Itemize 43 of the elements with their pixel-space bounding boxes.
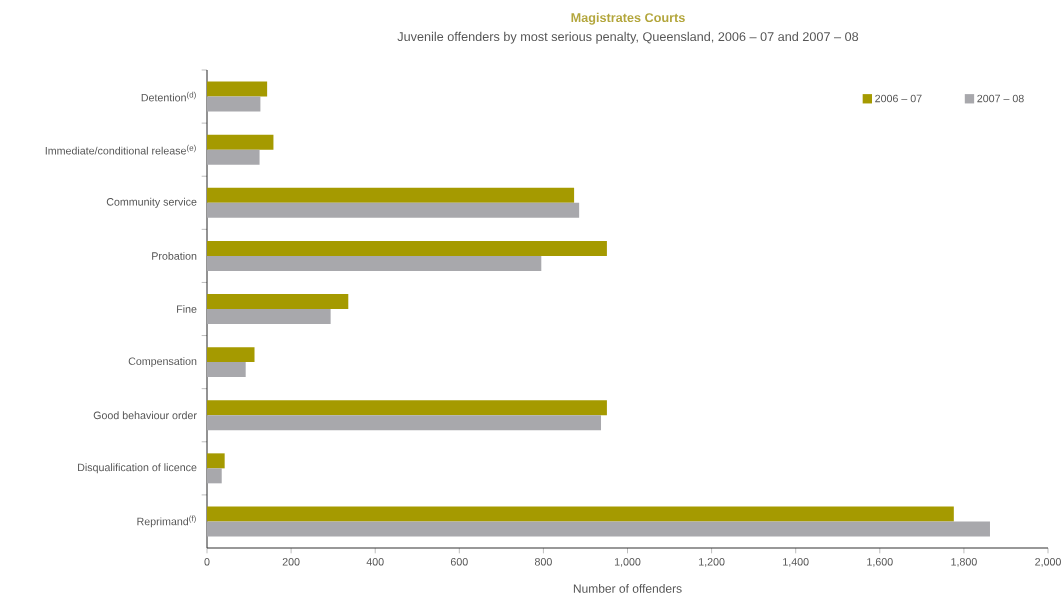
chart-subtitle: Juvenile offenders by most serious penalty, Queensland, 2006 – 07 and 2007 – 08 (397, 31, 859, 44)
bar (207, 309, 331, 324)
bar (207, 134, 274, 150)
y-tick-label: Good behaviour order (93, 411, 197, 420)
bar (207, 149, 260, 165)
x-tick-label: 1,600 (867, 558, 893, 567)
y-tick-label: Detention$^{(d)}$ (141, 91, 196, 102)
bar (207, 294, 349, 310)
bar (207, 400, 607, 416)
x-tick-label: 400 (366, 558, 384, 566)
y-tick-label: Disqualification of licence (78, 463, 197, 474)
bar (207, 81, 268, 97)
y-tick-label: Immediate/conditional release$^{(e)}$ (45, 144, 196, 155)
y-tick-label: Community service (106, 197, 197, 208)
bar (207, 453, 225, 469)
x-tick-label: 1,800 (951, 558, 977, 567)
x-tick-label: 0 (204, 558, 210, 566)
x-tick-label: 2,000 (1035, 558, 1061, 567)
y-tick-label: Probation (152, 251, 197, 260)
legend-label: 2007 – 08 (977, 94, 1024, 103)
bar (207, 415, 602, 431)
bar (207, 255, 542, 271)
x-tick-label: 1,200 (699, 558, 725, 567)
y-tick-label: Compensation (128, 357, 197, 368)
bar (207, 240, 607, 256)
bar (207, 362, 246, 378)
x-tick-label: 1,000 (614, 558, 641, 567)
bar (207, 347, 255, 363)
x-tick-label: 200 (282, 558, 300, 566)
x-tick-label: 600 (450, 558, 468, 566)
x-tick-label: 1,400 (783, 558, 809, 567)
bar (207, 506, 954, 522)
bar (207, 187, 575, 203)
x-tick-label: 800 (534, 558, 552, 566)
x-axis-title: Number of offenders (573, 584, 682, 593)
bar (207, 202, 580, 218)
legend-label: 2006 – 07 (875, 94, 922, 103)
bar (207, 521, 990, 537)
chart-title: Magistrates Courts (571, 12, 685, 25)
y-tick-label: Reprimand$^{(f)}$ (137, 515, 196, 528)
y-tick-label: Fine (177, 305, 197, 313)
bar (207, 96, 261, 112)
bar (207, 468, 222, 484)
